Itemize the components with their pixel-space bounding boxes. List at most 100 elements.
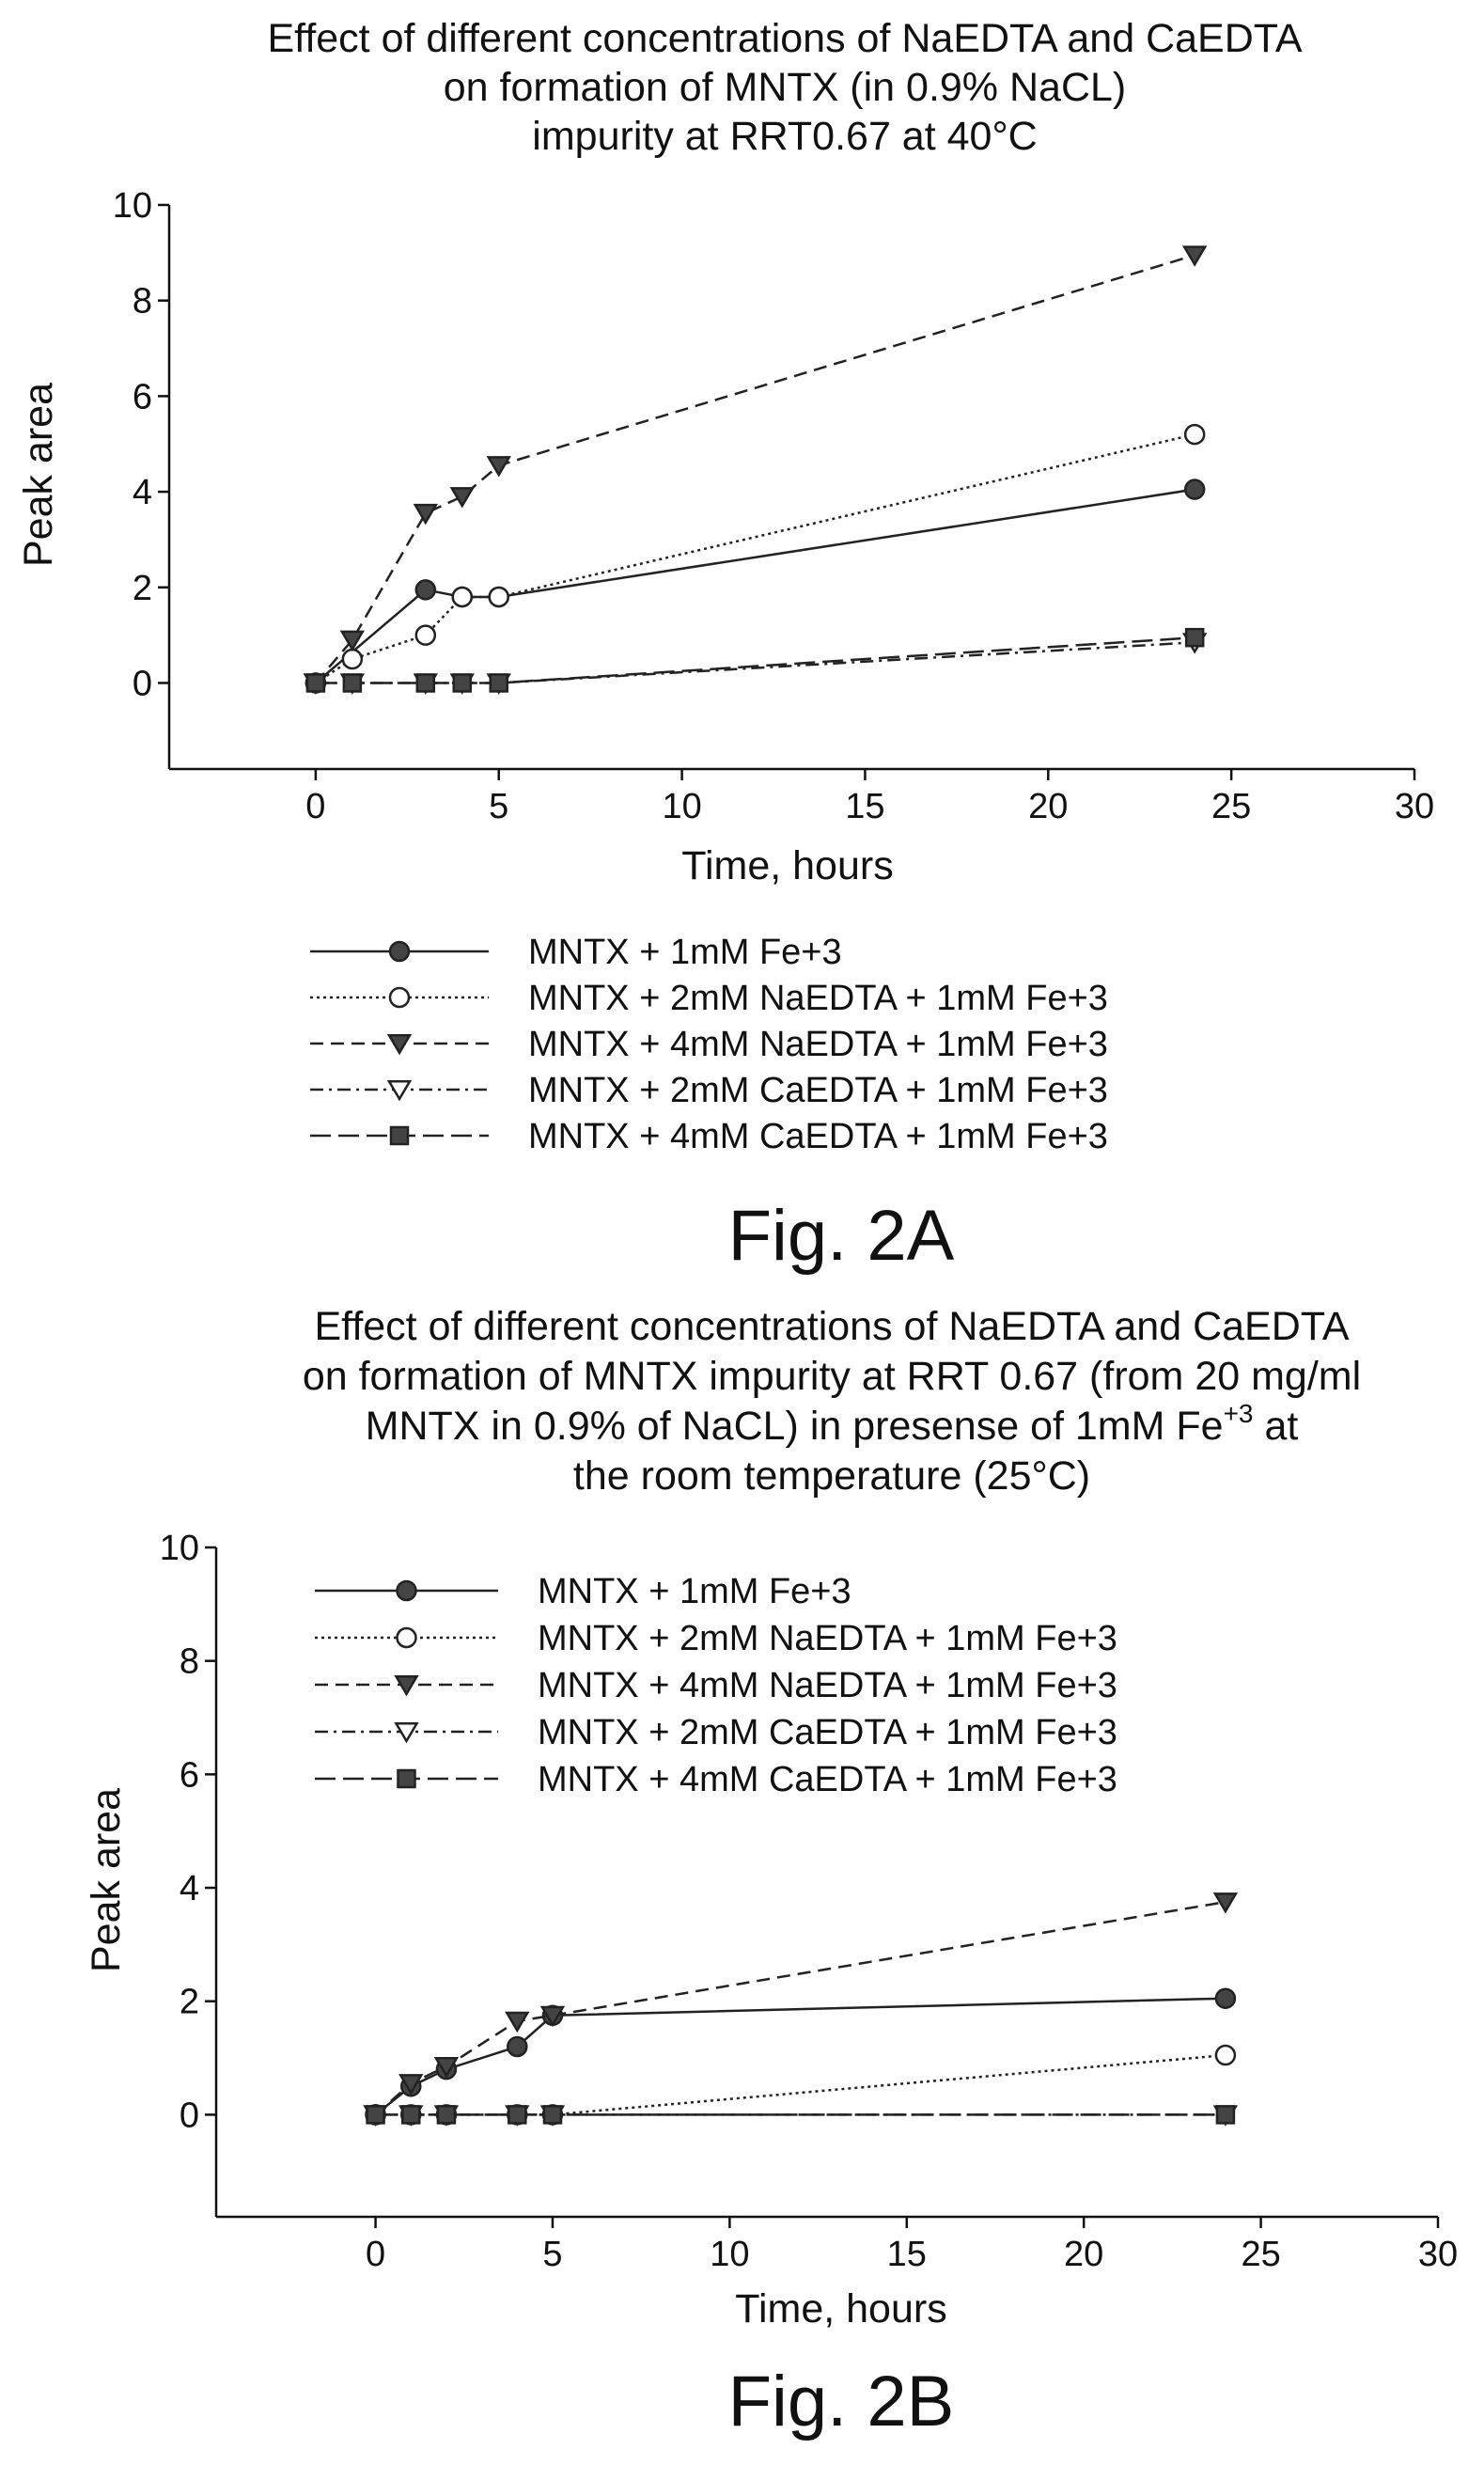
chart-2a-legend-entry-3: MNTX + 4mM NaEDTA + 1mM Fe+3 bbox=[310, 1025, 1108, 1064]
chart-2b-legend: MNTX + 1mM Fe+3 MNTX + 2mM NaEDTA + 1mM F… bbox=[315, 1572, 1117, 1799]
chart-2b-legend-entry-3: MNTX + 4mM NaEDTA + 1mM Fe+3 bbox=[315, 1666, 1117, 1705]
chart-2a-title-line-3: impurity at RRT0.67 at 40°C bbox=[532, 114, 1037, 159]
chart-2a-legend-marker bbox=[386, 1033, 413, 1056]
chart-2a-series-1-point bbox=[414, 579, 437, 601]
chart-2a-series-5-point bbox=[489, 673, 508, 693]
chart-2b-legend-marker bbox=[396, 1626, 417, 1649]
chart-2a: Effect of different concentrations of Na… bbox=[16, 16, 1434, 1276]
chart-2b-series-2 bbox=[365, 2044, 1237, 2126]
chart-2b-title-line-1: Effect of different concentrations of Na… bbox=[314, 1304, 1349, 1349]
chart-2a-series-4-line bbox=[315, 641, 1195, 684]
chart-2a-series-2-point bbox=[488, 586, 509, 608]
chart-2a-title-line-2: on formation of MNTX (in 0.9% NaCL) bbox=[444, 65, 1127, 110]
chart-2a-legend-entry-2: MNTX + 2mM NaEDTA + 1mM Fe+3 bbox=[310, 979, 1108, 1018]
chart-2a-series-3 bbox=[303, 245, 1208, 695]
chart-2a-legend-marker bbox=[388, 986, 411, 1009]
chart-2a-series-2-point bbox=[341, 648, 364, 670]
chart-2a-x-tick-label: 5 bbox=[489, 787, 508, 826]
chart-2a-legend-label: MNTX + 1mM Fe+3 bbox=[528, 933, 842, 972]
chart-2a-legend-marker bbox=[388, 940, 411, 963]
chart-2b-series-1-point bbox=[507, 2035, 528, 2058]
chart-2b-legend-entry-4: MNTX + 2mM CaEDTA + 1mM Fe+3 bbox=[315, 1713, 1117, 1752]
chart-2a-legend-marker bbox=[386, 1079, 413, 1102]
chart-2a-series-1-line bbox=[315, 488, 1195, 684]
chart-2a-series-3-point bbox=[413, 503, 438, 526]
chart-2b-y-tick-label: 4 bbox=[180, 1869, 199, 1908]
chart-2a-series-2-point bbox=[451, 586, 474, 608]
chart-2b-series-1-line bbox=[374, 1997, 1226, 2116]
chart-2a-x-tick-label: 10 bbox=[662, 787, 701, 826]
chart-2a-series-3-point bbox=[486, 456, 511, 478]
chart-2a-y-tick-label: 4 bbox=[133, 473, 152, 512]
chart-2b-x-tick-label: 20 bbox=[1064, 2235, 1103, 2274]
chart-2b-title-line-4: the room temperature (25°C) bbox=[573, 1453, 1090, 1499]
chart-2b-legend-label: MNTX + 2mM CaEDTA + 1mM Fe+3 bbox=[538, 1713, 1117, 1752]
chart-2b-x-tick-label: 25 bbox=[1241, 2235, 1280, 2274]
chart-2a-series-2 bbox=[305, 423, 1206, 694]
chart-2b-series-5-point bbox=[400, 2105, 421, 2125]
chart-2a-x-tick-label: 15 bbox=[845, 787, 884, 826]
chart-2a-series-1 bbox=[305, 479, 1206, 694]
chart-2b-legend-label: MNTX + 1mM Fe+3 bbox=[538, 1572, 851, 1611]
chart-2b-x-axis-label: Time, hours bbox=[735, 2286, 946, 2332]
chart-2a-legend-marker bbox=[389, 1125, 410, 1146]
chart-2a-x-tick-label: 0 bbox=[305, 787, 325, 826]
chart-2a-legend: MNTX + 1mM Fe+3 MNTX + 2mM NaEDTA + 1mM F… bbox=[310, 933, 1108, 1156]
chart-2a-y-tick-label: 10 bbox=[113, 186, 152, 226]
chart-2b-y-tick-label: 2 bbox=[180, 1983, 199, 2022]
chart-2b-legend-entry-1: MNTX + 1mM Fe+3 bbox=[315, 1572, 851, 1611]
chart-2b-series-5 bbox=[366, 2105, 1236, 2125]
chart-2b-series-3-point bbox=[1212, 1892, 1239, 1914]
chart-2b-title-superscript-suffix: at bbox=[1254, 1404, 1299, 1449]
chart-2b-x-tick-label: 15 bbox=[887, 2235, 927, 2274]
chart-2b-series-3 bbox=[363, 1892, 1239, 2127]
chart-2a-series-2-line bbox=[315, 432, 1195, 684]
chart-2b-series-3-point bbox=[398, 2074, 424, 2096]
chart-2b-series-5-point bbox=[1215, 2105, 1236, 2125]
chart-2b-y-tick-label: 0 bbox=[180, 2096, 199, 2135]
chart-2a-axes: 0 2 4 6 8 10 0 5 10 15 20 25 30 bbox=[113, 186, 1434, 826]
chart-2a-x-tick-label: 20 bbox=[1028, 787, 1068, 826]
chart-2b-legend-marker bbox=[397, 1768, 416, 1789]
chart-2a-series-3-point bbox=[1181, 245, 1208, 267]
chart-2b-x-tick-label: 5 bbox=[542, 2235, 562, 2274]
chart-2a-series-5-point bbox=[342, 673, 363, 693]
chart-2a-y-tick-label: 6 bbox=[133, 377, 152, 416]
chart-2a-series-3-point bbox=[449, 487, 475, 509]
chart-2b-series-5-point bbox=[436, 2105, 457, 2125]
chart-2a-x-tick-label: 30 bbox=[1395, 787, 1434, 826]
chart-2a-legend-label: MNTX + 4mM NaEDTA + 1mM Fe+3 bbox=[528, 1025, 1108, 1064]
chart-2a-legend-entry-1: MNTX + 1mM Fe+3 bbox=[310, 933, 842, 972]
chart-2b-x-tick-label: 10 bbox=[710, 2235, 749, 2274]
chart-2a-series-3-line bbox=[314, 254, 1195, 684]
chart-2b-legend-entry-2: MNTX + 2mM NaEDTA + 1mM Fe+3 bbox=[315, 1619, 1117, 1658]
chart-2a-legend-label: MNTX + 2mM NaEDTA + 1mM Fe+3 bbox=[528, 979, 1108, 1018]
chart-2a-y-tick-label: 0 bbox=[133, 664, 152, 703]
chart-2b-title-superscript: +3 bbox=[1224, 1399, 1254, 1428]
chart-2a-series-5-point bbox=[1184, 627, 1205, 648]
chart-2b-y-tick-label: 8 bbox=[180, 1642, 199, 1682]
chart-2a-series-3-point bbox=[339, 630, 366, 652]
chart-2b-plot-area bbox=[363, 1892, 1239, 2127]
chart-2b-y-tick-label: 10 bbox=[160, 1529, 199, 1568]
chart-2b-title-line-2: on formation of MNTX impurity at RRT 0.6… bbox=[303, 1354, 1361, 1399]
chart-2b-series-1 bbox=[365, 1987, 1237, 2126]
chart-2b-series-5-point bbox=[508, 2105, 527, 2125]
chart-2a-series-5-point bbox=[305, 673, 326, 693]
chart-2a-series-5-line bbox=[315, 636, 1195, 684]
chart-2b-series-3-point bbox=[539, 2005, 566, 2028]
chart-2a-series-2-point bbox=[414, 624, 437, 646]
chart-2b-legend-marker bbox=[394, 1721, 419, 1744]
chart-2a-series-2-point bbox=[1183, 423, 1206, 446]
chart-2b-legend-label: MNTX + 2mM NaEDTA + 1mM Fe+3 bbox=[538, 1619, 1117, 1658]
chart-2b-x-tick-label: 30 bbox=[1418, 2235, 1458, 2274]
chart-2a-legend-label: MNTX + 2mM CaEDTA + 1mM Fe+3 bbox=[528, 1071, 1108, 1110]
chart-2a-legend-label: MNTX + 4mM CaEDTA + 1mM Fe+3 bbox=[528, 1117, 1108, 1156]
chart-2b-series-2-point bbox=[1214, 2044, 1237, 2066]
chart-2a-title-line-1: Effect of different concentrations of Na… bbox=[267, 16, 1302, 61]
chart-2b-axes: 0 2 4 6 8 10 0 5 10 15 20 25 30 bbox=[160, 1529, 1458, 2274]
chart-2b-series-3-line bbox=[374, 1900, 1226, 2116]
chart-2a-plot-area bbox=[303, 245, 1208, 695]
chart-2a-x-axis-label: Time, hours bbox=[681, 843, 893, 888]
